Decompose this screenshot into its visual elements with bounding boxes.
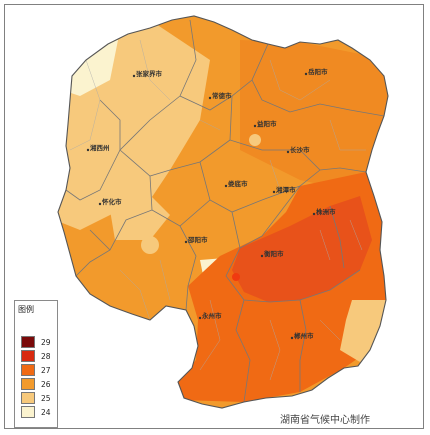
credit-text: 湖南省气候中心制作 bbox=[280, 415, 370, 426]
city-label-yueyang: 岳阳市 bbox=[308, 67, 328, 76]
legend-title: 图例 bbox=[18, 305, 34, 314]
legend-swatch-28 bbox=[21, 350, 35, 362]
city-label-chenzhou: 郴州市 bbox=[294, 331, 314, 340]
city-label-shaoyang: 邵阳市 bbox=[187, 235, 208, 244]
region-25-huaihua bbox=[110, 195, 170, 240]
legend: 图例 29 28 27 26 25 24 bbox=[14, 300, 58, 428]
region-26-north-east bbox=[240, 40, 388, 200]
city-label-yongzhou: 永州市 bbox=[201, 311, 222, 320]
legend-swatch-25 bbox=[21, 392, 35, 404]
map-frame bbox=[4, 4, 424, 429]
legend-label-24: 24 bbox=[41, 408, 51, 417]
region-28-core bbox=[232, 196, 372, 302]
legend-swatch-27 bbox=[21, 364, 35, 376]
hotspot-29 bbox=[232, 273, 240, 281]
county-boundaries bbox=[69, 39, 366, 381]
legend-label-27: 27 bbox=[41, 366, 51, 375]
legend-swatch-26 bbox=[21, 378, 35, 390]
city-label-zhangjiajie: 张家界市 bbox=[136, 69, 163, 78]
legend-label-28: 28 bbox=[41, 352, 51, 361]
city-label-loudi: 娄底市 bbox=[228, 179, 248, 188]
cool-spot-2 bbox=[249, 134, 261, 146]
legend-label-25: 25 bbox=[41, 394, 51, 403]
city-label-zhuzhou: 株洲市 bbox=[316, 207, 336, 216]
city-label-yiyang: 益阳市 bbox=[257, 119, 277, 128]
city-boundaries bbox=[65, 19, 385, 403]
city-label-changsha: 长沙市 bbox=[290, 145, 310, 154]
city-label-jishou: 湘西州 bbox=[90, 143, 110, 152]
city-label-huaihua: 怀化市 bbox=[102, 197, 122, 206]
city-label-changde: 常德市 bbox=[212, 91, 232, 100]
city-label-hengyang: 衡阳市 bbox=[264, 249, 284, 258]
legend-swatch-29 bbox=[21, 336, 35, 348]
city-label-xiangtan: 湘潭市 bbox=[276, 185, 296, 194]
cool-spot bbox=[141, 236, 159, 254]
legend-label-26: 26 bbox=[41, 380, 51, 389]
legend-swatch-24 bbox=[21, 406, 35, 418]
legend-label-29: 29 bbox=[41, 338, 51, 347]
city-labels: 张家界市 常德市 岳阳市 湘西州 益阳市 长沙市 怀化市 娄底市 湘潭市 株洲市… bbox=[86, 67, 336, 340]
